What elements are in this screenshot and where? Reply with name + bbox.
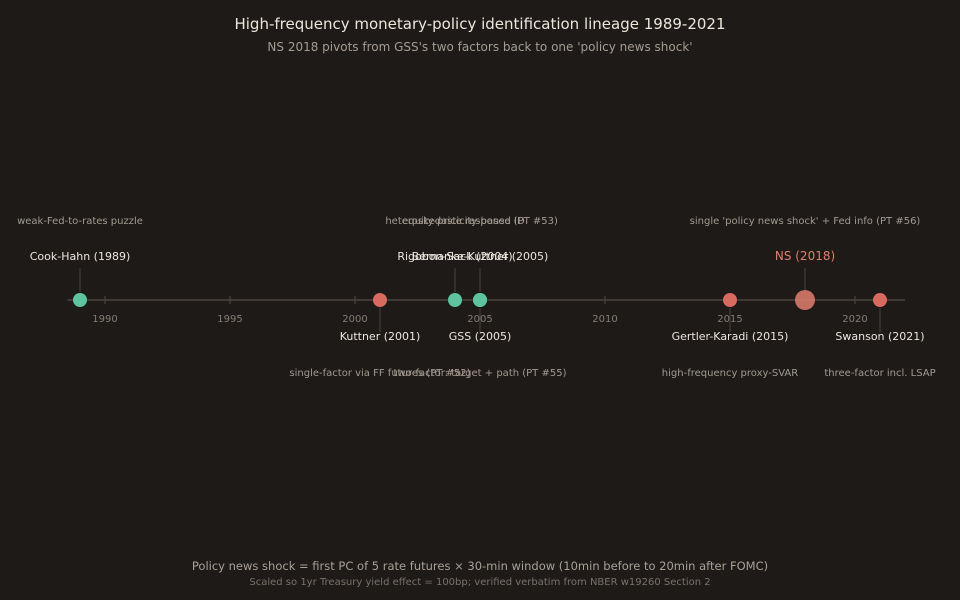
event-note: single-factor via FF futures (PT #52) <box>289 368 470 379</box>
event-label: Swanson (2021) <box>835 330 924 343</box>
event-label: Cook-Hahn (1989) <box>30 250 131 263</box>
event-label: GSS (2005) <box>449 330 512 343</box>
event-marker <box>873 293 887 307</box>
event-note: three-factor incl. LSAP <box>824 368 935 379</box>
event-marker <box>795 290 815 310</box>
event-marker <box>723 293 737 307</box>
event-label: Rigobon-Sack (2004) <box>397 250 512 263</box>
chart-subtitle: NS 2018 pivots from GSS's two factors ba… <box>267 40 693 54</box>
tick-label: 1990 <box>92 314 117 325</box>
tick-label: 1995 <box>217 314 242 325</box>
event-note: two-factor: target + path (PT #55) <box>394 368 567 379</box>
tick-label: 2020 <box>842 314 867 325</box>
event-note: heteroskedasticity-based ID <box>385 216 525 227</box>
event-marker <box>73 293 87 307</box>
footer-definition: Policy news shock = first PC of 5 rate f… <box>191 559 769 573</box>
tick-label: 2010 <box>592 314 617 325</box>
event-label: NS (2018) <box>775 249 835 263</box>
event-marker <box>448 293 462 307</box>
event-note: equity-price response (PT #53) <box>402 216 558 227</box>
event-label: Gertler-Karadi (2015) <box>672 330 789 343</box>
event-note: weak-Fed-to-rates puzzle <box>17 216 143 227</box>
event-note: single 'policy news shock' + Fed info (P… <box>690 216 921 227</box>
event-note: high-frequency proxy-SVAR <box>662 368 798 379</box>
chart-title: High-frequency monetary-policy identific… <box>234 15 726 33</box>
event-marker <box>473 293 487 307</box>
event-marker <box>373 293 387 307</box>
event-label: Kuttner (2001) <box>340 330 421 343</box>
event-label: Bernanke-Kuttner (2005) <box>412 250 549 263</box>
footer-note: Scaled so 1yr Treasury yield effect = 10… <box>249 577 711 588</box>
tick-label: 2000 <box>342 314 367 325</box>
